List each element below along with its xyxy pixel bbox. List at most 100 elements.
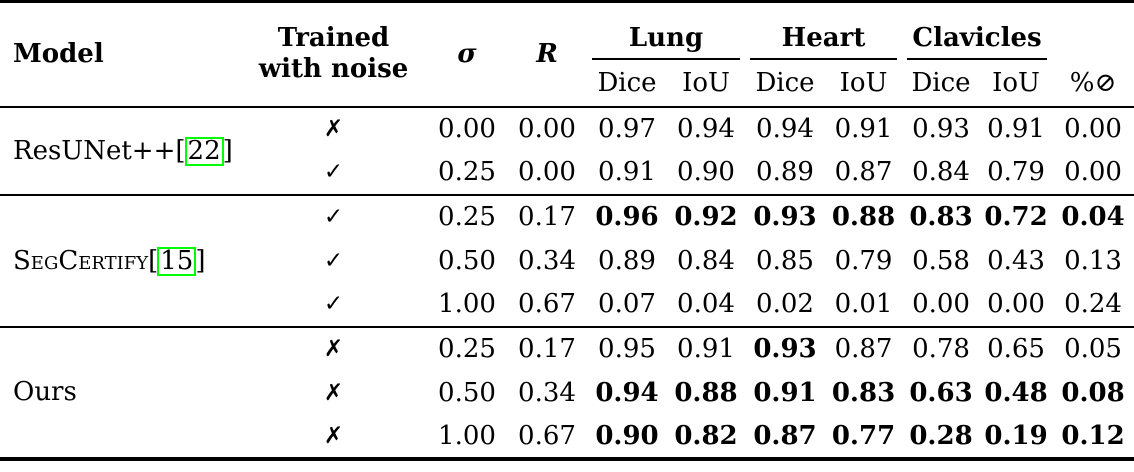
cell-radius: 0.67 xyxy=(518,420,576,451)
cell-lung-iou: 0.94 xyxy=(677,114,735,144)
cell-lung-iou: 0.91 xyxy=(677,334,735,364)
model-name-segcertify: SegCertify[15] xyxy=(0,195,240,327)
cell-clavicles-dice: 0.93 xyxy=(912,114,970,144)
cell-abstain-rate: 0.13 xyxy=(1064,245,1122,276)
cell-radius: 0.17 xyxy=(518,334,576,364)
col-group-heart-label: Heart xyxy=(750,23,898,60)
cell-sigma: 0.50 xyxy=(438,245,496,276)
cell-sigma: 0.25 xyxy=(438,157,496,187)
trained-with-noise-mark: ✗ xyxy=(323,422,344,449)
cell-radius: 0.00 xyxy=(518,157,576,187)
cell-lung-dice: 0.91 xyxy=(598,157,656,187)
cell-abstain-rate: 0.12 xyxy=(1061,420,1125,451)
cell-lung-dice: 0.97 xyxy=(598,114,656,144)
cell-sigma: 0.25 xyxy=(438,334,496,364)
cell-radius: 0.34 xyxy=(518,377,576,408)
cell-lung-dice: 0.96 xyxy=(595,202,659,232)
cell-heart-iou: 0.91 xyxy=(834,114,893,144)
cell-abstain-rate: 0.00 xyxy=(1064,157,1122,187)
cell-clavicles-dice: 0.63 xyxy=(909,377,973,408)
cell-clavicles-iou: 0.48 xyxy=(984,377,1048,408)
cell-clavicles-dice: 0.78 xyxy=(912,334,970,364)
trained-line1: Trained xyxy=(277,23,390,54)
col-header-sigma: σ xyxy=(457,39,477,70)
col-header-trained-with-noise: Trained with noise xyxy=(240,2,427,107)
cell-heart-dice: 0.87 xyxy=(753,420,817,451)
table-row: ✗ 1.00 0.67 0.90 0.82 0.87 0.77 0.28 0.1… xyxy=(0,415,1134,459)
cell-heart-dice: 0.89 xyxy=(756,157,814,187)
col-group-clavicles-label: Clavicles xyxy=(907,23,1048,60)
col-header-lung-iou: IoU xyxy=(682,67,730,98)
cell-sigma: 0.00 xyxy=(438,114,496,144)
table-row: ✓ 0.25 0.00 0.91 0.90 0.89 0.87 0.84 0.7… xyxy=(0,151,1134,195)
cell-clavicles-iou: 0.65 xyxy=(987,334,1045,364)
cell-heart-iou: 0.88 xyxy=(831,202,896,232)
cell-clavicles-iou: 0.43 xyxy=(987,245,1045,276)
cell-abstain-rate: 0.05 xyxy=(1064,334,1122,364)
cell-lung-iou: 0.82 xyxy=(674,420,738,451)
col-header-abstain-rate: %⊘ xyxy=(1069,67,1117,98)
col-group-heart: Heart xyxy=(745,2,902,60)
trained-with-noise-mark: ✓ xyxy=(323,291,344,317)
cell-sigma: 1.00 xyxy=(438,420,496,451)
trained-line2: with noise xyxy=(258,54,409,85)
cell-clavicles-dice: 0.28 xyxy=(909,420,973,451)
col-header-radius: R xyxy=(536,39,558,70)
model-label: Ours xyxy=(13,377,77,407)
cell-clavicles-dice: 0.00 xyxy=(912,289,970,319)
cell-abstain-rate: 0.24 xyxy=(1064,289,1122,319)
model-name-resunet: ResUNet++[22] xyxy=(0,107,240,195)
col-header-clavicles-iou: IoU xyxy=(992,67,1040,98)
cell-clavicles-dice: 0.58 xyxy=(912,245,970,276)
model-name-ours: Ours xyxy=(0,327,240,459)
trained-with-noise-mark: ✗ xyxy=(323,116,344,142)
cell-clavicles-iou: 0.91 xyxy=(987,114,1045,144)
col-header-heart-dice: Dice xyxy=(755,67,815,98)
trained-with-noise-mark: ✗ xyxy=(323,336,344,362)
citation-number: 22 xyxy=(184,136,224,166)
trained-with-noise-mark: ✗ xyxy=(323,379,344,406)
cell-heart-iou: 0.77 xyxy=(831,420,896,451)
col-header-heart-iou: IoU xyxy=(839,67,888,98)
col-group-lung-label: Lung xyxy=(592,23,740,60)
cell-lung-iou: 0.92 xyxy=(674,202,738,232)
cell-heart-iou: 0.79 xyxy=(834,245,893,276)
trained-with-noise-mark: ✓ xyxy=(323,159,344,185)
col-header-clavicles-dice: Dice xyxy=(911,67,971,98)
cell-sigma: 0.25 xyxy=(438,202,496,232)
citation-open-bracket: [ xyxy=(175,135,186,166)
cell-radius: 0.34 xyxy=(518,245,576,276)
cell-abstain-rate: 0.04 xyxy=(1061,202,1125,232)
cell-lung-dice: 0.94 xyxy=(595,377,659,408)
section-resunet: ResUNet++[22] ✗ 0.00 0.00 0.97 0.94 0.94… xyxy=(0,106,1134,195)
table-row: ✓ 0.50 0.34 0.89 0.84 0.85 0.79 0.58 0.4… xyxy=(0,239,1134,283)
cell-clavicles-iou: 0.72 xyxy=(984,202,1048,232)
header-group-row: Model Trained with noise σ R Lung Heart … xyxy=(0,2,1134,98)
cell-clavicles-iou: 0.00 xyxy=(987,289,1045,319)
section-ours: Ours ✗ 0.25 0.17 0.95 0.91 0.93 0.87 0.7… xyxy=(0,326,1134,459)
col-group-clavicles: Clavicles xyxy=(902,2,1052,60)
citation-link-15[interactable]: [15] xyxy=(148,246,206,276)
model-label: ResUNet++ xyxy=(13,135,176,166)
cell-lung-dice: 0.95 xyxy=(598,334,656,364)
table-row: ✓ 1.00 0.67 0.07 0.04 0.02 0.01 0.00 0.0… xyxy=(0,283,1134,327)
cell-heart-dice: 0.91 xyxy=(753,377,817,408)
cell-heart-dice: 0.93 xyxy=(753,334,817,364)
cell-heart-iou: 0.87 xyxy=(834,157,893,187)
col-header-model: Model xyxy=(13,39,104,70)
cell-sigma: 1.00 xyxy=(438,289,496,319)
cell-lung-dice: 0.07 xyxy=(598,289,656,319)
cell-radius: 0.17 xyxy=(518,202,576,232)
citation-link-22[interactable]: [22] xyxy=(175,135,233,166)
cell-clavicles-dice: 0.84 xyxy=(912,157,970,187)
cell-heart-iou: 0.83 xyxy=(831,377,896,408)
cell-abstain-rate: 0.00 xyxy=(1064,114,1122,144)
trained-with-noise-mark: ✓ xyxy=(323,204,344,230)
cell-heart-dice: 0.85 xyxy=(756,245,814,276)
cell-heart-iou: 0.01 xyxy=(834,289,893,319)
cell-heart-dice: 0.02 xyxy=(756,289,814,319)
citation-close-bracket: ] xyxy=(222,135,233,166)
col-group-lung: Lung xyxy=(587,2,745,60)
cell-abstain-rate: 0.08 xyxy=(1061,377,1125,408)
table-row: Ours ✗ 0.25 0.17 0.95 0.91 0.93 0.87 0.7… xyxy=(0,327,1134,407)
